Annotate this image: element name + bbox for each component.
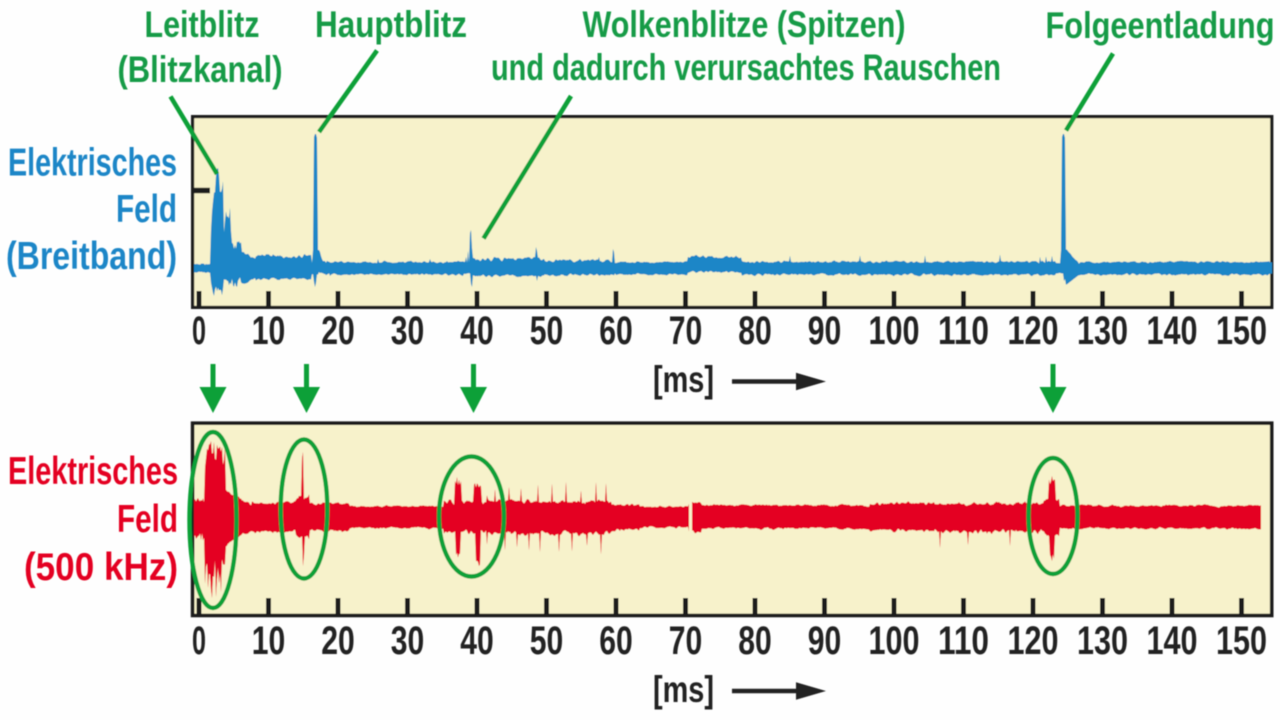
svg-text:100: 100 [869,619,920,663]
svg-text:110: 110 [938,309,989,353]
svg-text:50: 50 [530,309,564,353]
svg-text:10: 10 [252,309,286,353]
svg-text:40: 40 [460,309,494,353]
svg-text:90: 90 [808,619,842,663]
svg-text:20: 20 [321,619,355,663]
svg-text:[ms]: [ms] [653,359,714,400]
svg-text:30: 30 [391,619,425,663]
svg-text:Elektrisches: Elektrisches [8,450,178,493]
svg-text:90: 90 [808,309,842,353]
svg-text:150: 150 [1216,619,1267,663]
svg-text:Folgeentladung: Folgeentladung [1046,5,1275,46]
svg-text:150: 150 [1216,309,1267,353]
svg-text:(Breitband): (Breitband) [6,235,177,278]
svg-text:120: 120 [1008,619,1059,663]
svg-text:130: 130 [1077,619,1128,663]
svg-text:110: 110 [938,619,989,663]
svg-text:50: 50 [530,619,564,663]
svg-text:Leitblitz: Leitblitz [145,4,260,45]
svg-text:80: 80 [738,309,772,353]
svg-text:[ms]: [ms] [653,669,714,710]
svg-text:30: 30 [391,309,425,353]
svg-text:120: 120 [1008,309,1059,353]
svg-text:140: 140 [1147,309,1198,353]
svg-text:140: 140 [1147,619,1198,663]
svg-text:10: 10 [252,619,286,663]
svg-text:Elektrisches: Elektrisches [8,142,177,185]
svg-text:0: 0 [192,309,206,353]
svg-text:und dadurch verursachtes Rausc: und dadurch verursachtes Rauschen [491,47,1001,88]
svg-text:Wolkenblitze (Spitzen): Wolkenblitze (Spitzen) [583,4,906,45]
svg-text:70: 70 [669,309,703,353]
svg-text:70: 70 [669,619,703,663]
svg-text:80: 80 [738,619,772,663]
svg-text:Feld: Feld [116,188,177,231]
svg-text:60: 60 [599,309,633,353]
svg-text:100: 100 [869,309,920,353]
svg-text:40: 40 [460,619,494,663]
svg-text:Feld: Feld [117,498,178,541]
svg-text:130: 130 [1077,309,1128,353]
svg-text:60: 60 [599,619,633,663]
svg-text:(500 kHz): (500 kHz) [24,546,178,589]
svg-text:(Blitzkanal): (Blitzkanal) [118,49,283,90]
svg-text:20: 20 [321,309,355,353]
svg-text:0: 0 [192,619,206,663]
svg-text:Hauptblitz: Hauptblitz [315,4,467,45]
